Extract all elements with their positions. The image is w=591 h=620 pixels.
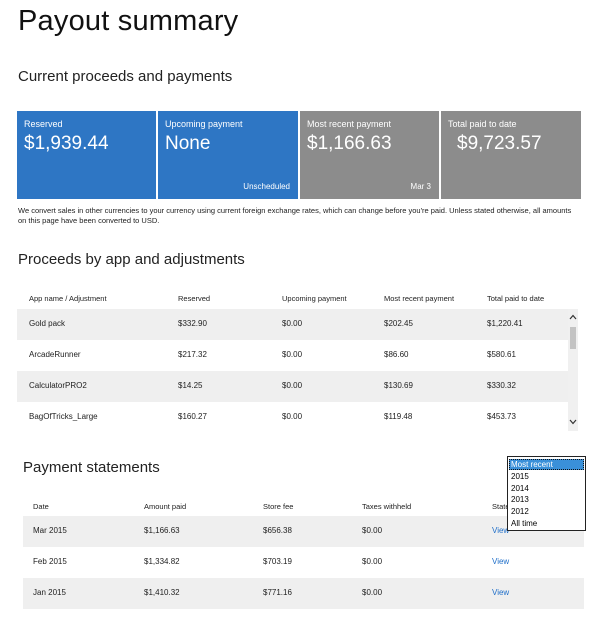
page-title: Payout summary [18,5,239,37]
table-row[interactable]: BagOfTricks_Large $160.27 $0.00 $119.48 … [17,402,568,433]
tile-label: Total paid to date [448,119,517,129]
chevron-down-icon[interactable] [569,418,577,427]
total-paid-cell: $1,220.41 [487,319,523,328]
scroll-thumb[interactable] [570,327,576,349]
view-statement-link[interactable]: View [492,557,510,566]
most-recent-cell: $202.45 [384,319,413,328]
statement-period-dropdown[interactable]: Most recent 2015 2014 2013 2012 All time [507,456,586,531]
taxes-cell: $0.00 [362,526,383,535]
table-row: Jan 2015 $1,410.32 $771.16 $0.00 View [23,578,584,609]
dropdown-option-2015[interactable]: 2015 [511,472,529,481]
tile-value: $1,166.63 [307,133,392,154]
tile-reserved: Reserved $1,939.44 [17,111,156,199]
store-fee-cell: $656.38 [263,526,292,535]
proceeds-heading: Proceeds by app and adjustments [18,251,245,268]
taxes-cell: $0.00 [362,557,383,566]
tile-label: Reserved [24,119,63,129]
view-statement-link[interactable]: View [492,526,510,535]
tile-footer: Mar 3 [410,182,431,191]
current-proceeds-heading: Current proceeds and payments [18,68,233,85]
most-recent-cell: $119.48 [384,412,413,421]
col-header-upcoming: Upcoming payment [282,294,347,303]
chevron-up-icon[interactable] [569,313,577,322]
col-header-amount-paid: Amount paid [144,502,187,511]
col-header-statement: State [492,502,510,511]
col-header-reserved: Reserved [178,294,211,303]
reserved-cell: $332.90 [178,319,207,328]
tile-label: Most recent payment [307,119,392,129]
date-cell: Feb 2015 [33,557,67,566]
dropdown-option-2014[interactable]: 2014 [511,484,529,493]
tile-value: None [165,133,211,154]
dropdown-option-2012[interactable]: 2012 [511,507,529,516]
date-cell: Jan 2015 [33,588,66,597]
tile-footer: Unscheduled [243,182,290,191]
app-name-cell: ArcadeRunner [29,350,81,359]
total-paid-cell: $330.32 [487,381,516,390]
store-fee-cell: $771.16 [263,588,292,597]
upcoming-cell: $0.00 [282,319,303,328]
app-name-cell: CalculatorPRO2 [29,381,87,390]
upcoming-cell: $0.00 [282,412,303,421]
table-row[interactable]: CalculatorPRO2 $14.25 $0.00 $130.69 $330… [17,371,568,402]
total-paid-cell: $580.61 [487,350,516,359]
amount-paid-cell: $1,166.63 [144,526,180,535]
amount-paid-cell: $1,410.32 [144,588,180,597]
col-header-date: Date [33,502,49,511]
col-header-store-fee: Store fee [263,502,294,511]
col-header-app-name: App name / Adjustment [29,294,107,303]
tile-most-recent-payment: Most recent payment $1,166.63 Mar 3 [300,111,439,199]
table-row[interactable]: Gold pack $332.90 $0.00 $202.45 $1,220.4… [17,309,568,340]
table-row: Mar 2015 $1,166.63 $656.38 $0.00 View [23,516,584,547]
upcoming-cell: $0.00 [282,350,303,359]
reserved-cell: $217.32 [178,350,207,359]
table-row[interactable]: ArcadeRunner $217.32 $0.00 $86.60 $580.6… [17,340,568,371]
tile-total-paid: Total paid to date $9,723.57 [441,111,581,199]
col-header-most-recent: Most recent payment [384,294,455,303]
dropdown-option-all-time[interactable]: All time [511,519,538,528]
tile-upcoming-payment: Upcoming payment None Unscheduled [158,111,298,199]
store-fee-cell: $703.19 [263,557,292,566]
currency-note: We convert sales in other currencies to … [18,206,572,225]
upcoming-cell: $0.00 [282,381,303,390]
table-row: Feb 2015 $1,334.82 $703.19 $0.00 View [23,547,584,578]
col-header-taxes-withheld: Taxes withheld [362,502,412,511]
total-paid-cell: $453.73 [487,412,516,421]
col-header-total-paid: Total paid to date [487,294,545,303]
view-statement-link[interactable]: View [492,588,510,597]
tile-label: Upcoming payment [165,119,243,129]
amount-paid-cell: $1,334.82 [144,557,180,566]
reserved-cell: $160.27 [178,412,207,421]
proceeds-scrollbar[interactable] [568,309,578,431]
app-name-cell: Gold pack [29,319,66,328]
tile-value: $9,723.57 [457,133,542,154]
reserved-cell: $14.25 [178,381,203,390]
tile-value: $1,939.44 [24,133,109,154]
date-cell: Mar 2015 [33,526,67,535]
payment-statements-heading: Payment statements [23,459,160,476]
most-recent-cell: $130.69 [384,381,413,390]
most-recent-cell: $86.60 [384,350,409,359]
dropdown-option-2013[interactable]: 2013 [511,495,529,504]
taxes-cell: $0.00 [362,588,383,597]
dropdown-option-most-recent[interactable]: Most recent [509,459,584,470]
app-name-cell: BagOfTricks_Large [29,412,98,421]
